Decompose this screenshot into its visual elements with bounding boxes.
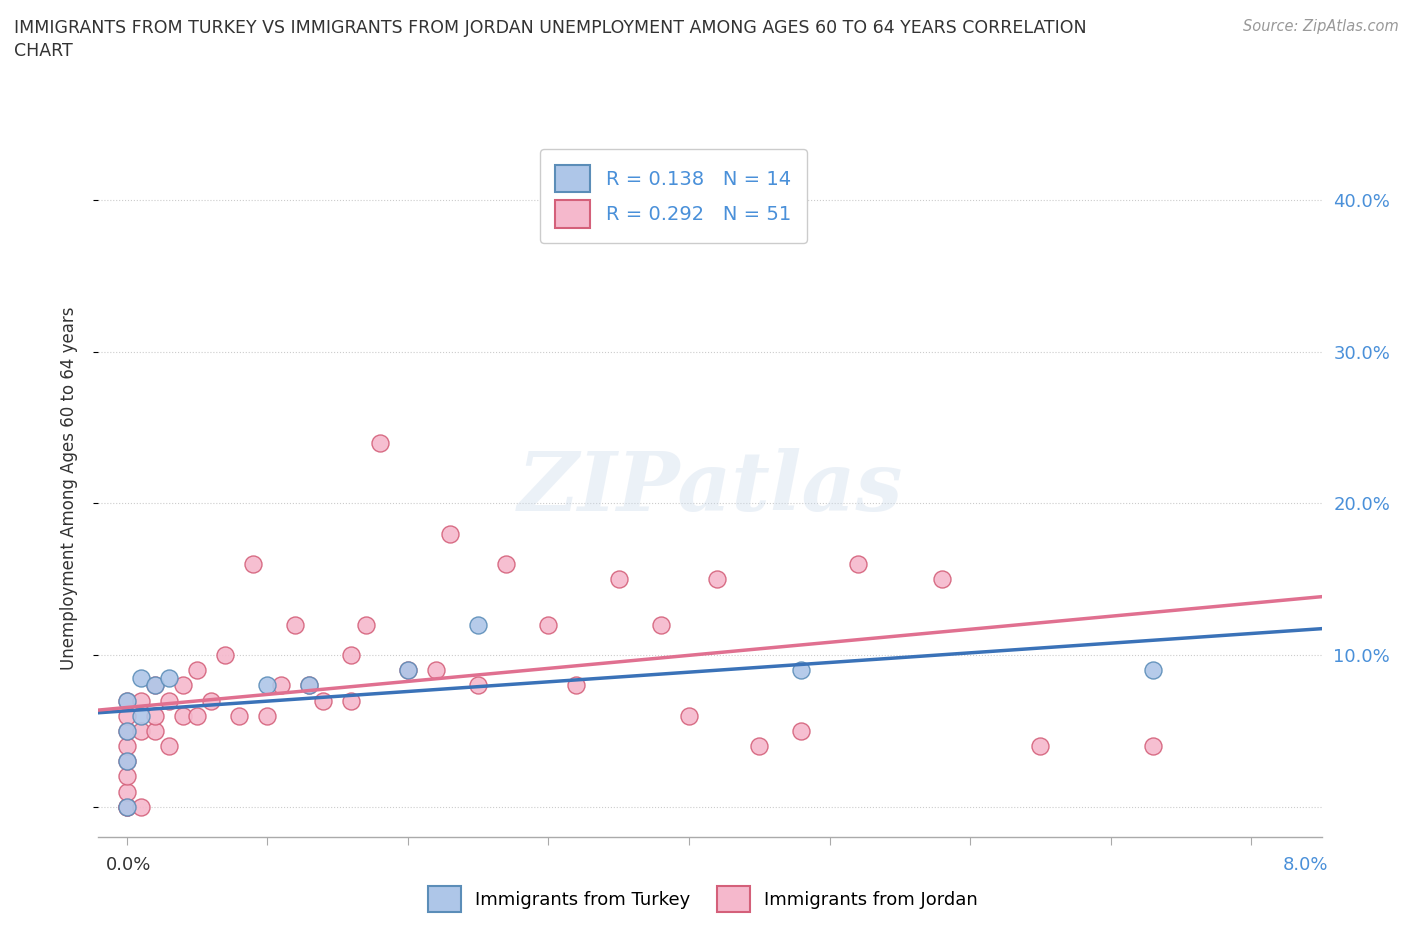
- Point: [565, 678, 588, 693]
- Point: [1142, 738, 1164, 753]
- Point: [607, 572, 630, 587]
- Point: [368, 435, 391, 450]
- Point: [340, 693, 363, 708]
- Point: [467, 618, 489, 632]
- Point: [143, 678, 166, 693]
- Point: [157, 693, 180, 708]
- Point: [143, 724, 166, 738]
- Text: Source: ZipAtlas.com: Source: ZipAtlas.com: [1243, 19, 1399, 33]
- Point: [115, 799, 138, 814]
- Point: [129, 724, 152, 738]
- Point: [242, 557, 264, 572]
- Point: [143, 709, 166, 724]
- Point: [1142, 663, 1164, 678]
- Y-axis label: Unemployment Among Ages 60 to 64 years: Unemployment Among Ages 60 to 64 years: [59, 307, 77, 670]
- Legend: Immigrants from Turkey, Immigrants from Jordan: Immigrants from Turkey, Immigrants from …: [420, 879, 986, 919]
- Point: [115, 753, 138, 768]
- Point: [115, 799, 138, 814]
- Point: [115, 784, 138, 799]
- Point: [790, 724, 813, 738]
- Point: [354, 618, 377, 632]
- Point: [256, 709, 278, 724]
- Point: [129, 799, 152, 814]
- Point: [115, 709, 138, 724]
- Point: [115, 769, 138, 784]
- Point: [129, 671, 152, 685]
- Point: [214, 647, 236, 662]
- Point: [157, 738, 180, 753]
- Point: [115, 753, 138, 768]
- Point: [115, 693, 138, 708]
- Point: [846, 557, 869, 572]
- Point: [115, 738, 138, 753]
- Point: [129, 709, 152, 724]
- Point: [1029, 738, 1052, 753]
- Point: [228, 709, 250, 724]
- Point: [298, 678, 321, 693]
- Point: [298, 678, 321, 693]
- Text: IMMIGRANTS FROM TURKEY VS IMMIGRANTS FROM JORDAN UNEMPLOYMENT AMONG AGES 60 TO 6: IMMIGRANTS FROM TURKEY VS IMMIGRANTS FRO…: [14, 19, 1087, 60]
- Point: [495, 557, 517, 572]
- Point: [537, 618, 560, 632]
- Point: [396, 663, 419, 678]
- Point: [115, 724, 138, 738]
- Point: [172, 709, 194, 724]
- Point: [115, 724, 138, 738]
- Point: [396, 663, 419, 678]
- Point: [340, 647, 363, 662]
- Text: ZIPatlas: ZIPatlas: [517, 448, 903, 528]
- Point: [143, 678, 166, 693]
- Legend: R = 0.138   N = 14, R = 0.292   N = 51: R = 0.138 N = 14, R = 0.292 N = 51: [540, 149, 807, 243]
- Point: [129, 693, 152, 708]
- Text: 8.0%: 8.0%: [1284, 856, 1329, 873]
- Point: [270, 678, 292, 693]
- Point: [115, 799, 138, 814]
- Point: [115, 693, 138, 708]
- Point: [678, 709, 700, 724]
- Point: [790, 663, 813, 678]
- Point: [256, 678, 278, 693]
- Point: [706, 572, 728, 587]
- Point: [425, 663, 447, 678]
- Point: [186, 663, 208, 678]
- Point: [748, 738, 770, 753]
- Point: [467, 678, 489, 693]
- Point: [284, 618, 307, 632]
- Point: [186, 709, 208, 724]
- Point: [439, 526, 461, 541]
- Point: [172, 678, 194, 693]
- Point: [650, 618, 672, 632]
- Point: [157, 671, 180, 685]
- Point: [200, 693, 222, 708]
- Text: 0.0%: 0.0%: [105, 856, 150, 873]
- Point: [931, 572, 953, 587]
- Point: [312, 693, 335, 708]
